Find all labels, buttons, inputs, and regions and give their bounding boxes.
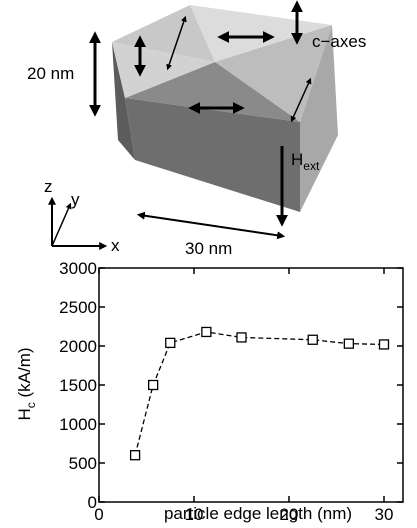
axis-z-label: z bbox=[44, 177, 53, 196]
data-line bbox=[135, 332, 384, 455]
y-tick-label: 3000 bbox=[59, 259, 97, 278]
x-axis-label: particle edge length (nm) bbox=[164, 504, 352, 523]
data-point bbox=[131, 451, 140, 460]
c-axes-label: c−axes bbox=[312, 32, 366, 51]
axis-x-label: x bbox=[111, 236, 120, 255]
y-tick-label: 1000 bbox=[59, 415, 97, 434]
edge-label: 30 nm bbox=[185, 239, 232, 258]
figure: c−axes 20 nm 30 nm Hext z y x 0500100015… bbox=[0, 0, 417, 523]
y-axis-label: Hc (kA/m) bbox=[15, 347, 38, 420]
x-tick-label: 0 bbox=[94, 505, 103, 523]
y-tick-label: 1500 bbox=[59, 376, 97, 395]
data-point bbox=[344, 339, 353, 348]
plot-frame bbox=[99, 268, 403, 502]
height-label: 20 nm bbox=[27, 64, 74, 83]
data-point bbox=[308, 335, 317, 344]
axis-y-label: y bbox=[71, 190, 80, 209]
particle-illustration bbox=[52, 5, 338, 246]
x-tick-label: 30 bbox=[375, 505, 394, 523]
y-tick-label: 2500 bbox=[59, 298, 97, 317]
y-tick-label: 2000 bbox=[59, 337, 97, 356]
data-point bbox=[166, 338, 175, 347]
data-point bbox=[237, 333, 246, 342]
data-point bbox=[202, 327, 211, 336]
data-point bbox=[149, 381, 158, 390]
data-point bbox=[380, 340, 389, 349]
y-tick-label: 500 bbox=[69, 454, 97, 473]
